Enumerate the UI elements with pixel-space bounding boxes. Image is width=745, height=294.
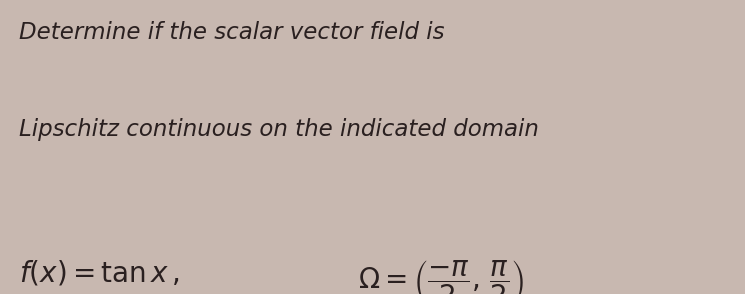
Text: $\Omega = \left(\dfrac{-\pi}{2},\, \dfrac{\pi}{2}\right)$: $\Omega = \left(\dfrac{-\pi}{2},\, \dfra… bbox=[358, 259, 524, 294]
Text: $f(x) = \tan x\,$,: $f(x) = \tan x\,$, bbox=[19, 259, 180, 288]
Text: Lipschitz continuous on the indicated domain: Lipschitz continuous on the indicated do… bbox=[19, 118, 539, 141]
Text: Determine if the scalar vector field is: Determine if the scalar vector field is bbox=[19, 21, 444, 44]
